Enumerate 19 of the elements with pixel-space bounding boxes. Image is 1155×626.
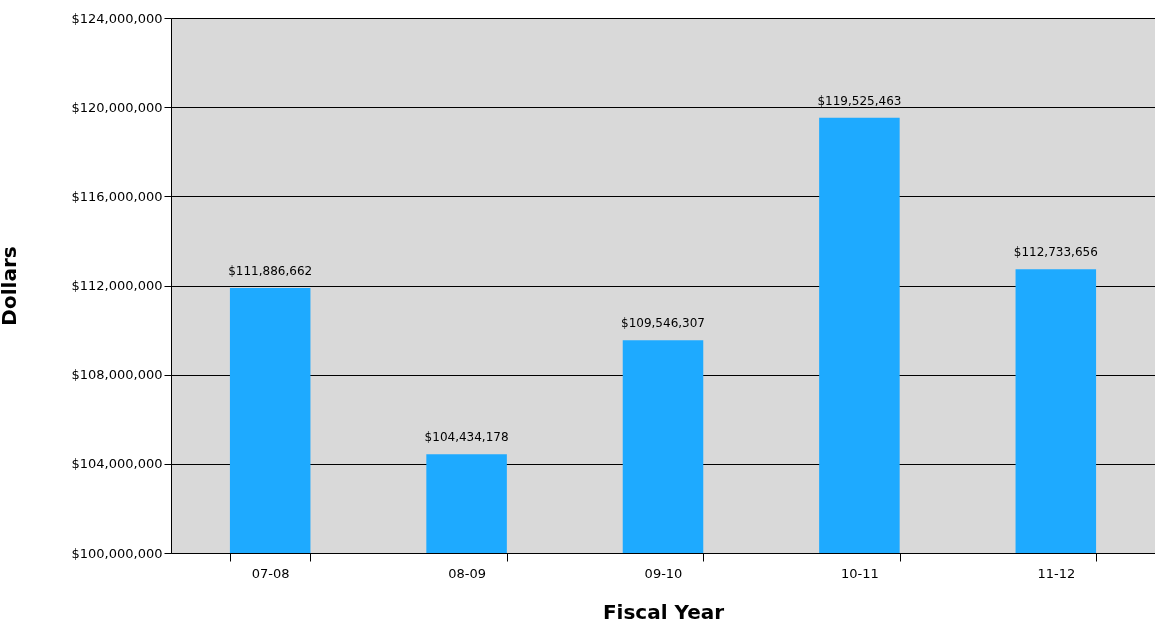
data-label: $112,733,656 xyxy=(1013,245,1098,260)
x-tick-label: 09-10 xyxy=(644,565,683,581)
data-label: $109,546,307 xyxy=(621,316,705,331)
data-label: $111,886,662 xyxy=(228,264,313,279)
y-tick-label: $116,000,000 xyxy=(71,188,163,204)
x-tick-label: 08-09 xyxy=(448,565,486,581)
x-axis-title: Fiscal Year xyxy=(602,599,725,624)
data-label: $119,525,463 xyxy=(817,93,902,108)
y-axis-title: Dollars xyxy=(0,246,21,326)
y-tick-label: $120,000,000 xyxy=(71,99,163,115)
y-tick-label: $104,000,000 xyxy=(71,456,163,472)
y-tick-label: $112,000,000 xyxy=(71,278,163,293)
y-tick-label: $100,000,000 xyxy=(71,545,163,561)
data-label: $104,434,178 xyxy=(424,430,509,445)
x-tick-label: 11-12 xyxy=(1037,565,1076,581)
x-tick-label: 10-11 xyxy=(841,565,879,581)
y-tick-label: $108,000,000 xyxy=(71,367,163,383)
y-tick-label: $124,000,000 xyxy=(71,10,163,26)
x-tick-label: 07-08 xyxy=(251,565,290,581)
